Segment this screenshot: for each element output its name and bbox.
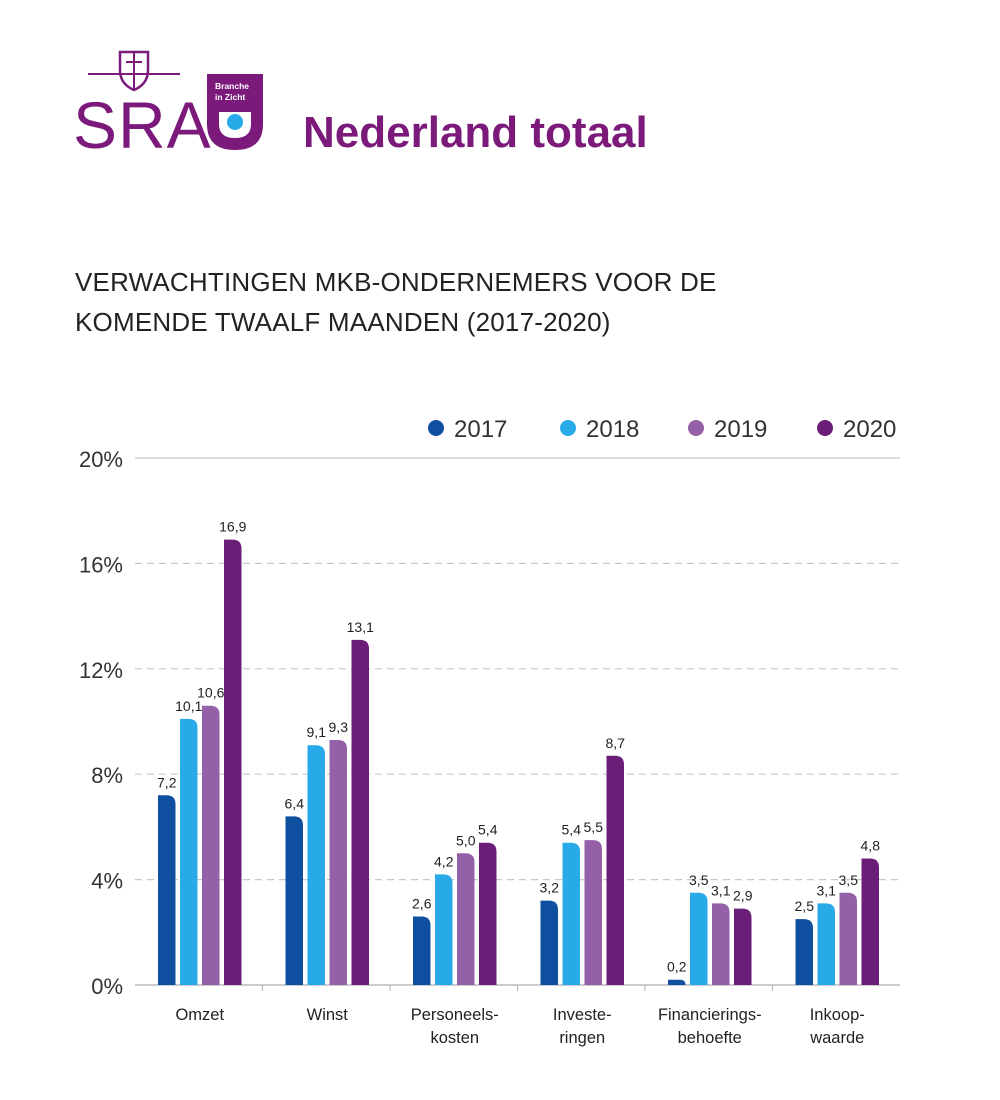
bar [285, 816, 303, 985]
data-label: 7,2 [157, 774, 177, 790]
header: SRA Branche in Zicht Nederland totaal [0, 0, 1000, 180]
sra-crest-icon [88, 50, 180, 92]
y-tick-label: 4% [91, 869, 123, 894]
chart-title-line-1: VERWACHTINGEN MKB-ONDERNEMERS VOOR DE [75, 267, 717, 297]
x-category-label: ringen [559, 1029, 605, 1047]
sra-logo-text: SRA [73, 88, 212, 162]
bar [839, 892, 857, 985]
bar [668, 979, 686, 985]
x-category-label: waarde [809, 1029, 864, 1047]
bar [817, 903, 835, 985]
bar [224, 539, 242, 985]
y-tick-label: 12% [79, 658, 123, 683]
legend-label: 2017 [454, 416, 507, 443]
data-label: 10,6 [197, 685, 224, 701]
y-tick-label: 8% [91, 763, 123, 788]
bar [307, 745, 325, 985]
x-category-label: Inkoop- [810, 1006, 865, 1024]
data-label: 2,6 [412, 895, 432, 911]
x-category-label: kosten [430, 1029, 479, 1047]
chart-title: VERWACHTINGEN MKB-ONDERNEMERS VOOR DE KO… [75, 262, 875, 342]
x-category-label: behoefte [678, 1029, 742, 1047]
data-label: 4,2 [434, 853, 454, 869]
data-label: 3,1 [817, 882, 837, 898]
bar [861, 858, 879, 985]
x-category-label: Financierings- [658, 1006, 762, 1024]
legend-marker [817, 420, 833, 436]
bar [413, 916, 431, 985]
legend-marker [560, 420, 576, 436]
bar [606, 755, 624, 985]
data-label: 6,4 [285, 795, 305, 811]
data-label: 3,2 [540, 880, 560, 896]
bar [690, 892, 708, 985]
y-tick-label: 0% [91, 974, 123, 999]
x-category-label: Omzet [175, 1006, 224, 1024]
data-label: 5,5 [584, 819, 604, 835]
chart-title-line-2: KOMENDE TWAALF MAANDEN (2017-2020) [75, 307, 611, 337]
bar [351, 639, 369, 985]
data-label: 13,1 [347, 619, 374, 635]
bar [734, 908, 752, 985]
bar [712, 903, 730, 985]
bar [562, 842, 580, 985]
bar [457, 853, 475, 985]
data-label: 5,4 [478, 822, 498, 838]
x-category-label: Winst [307, 1006, 349, 1024]
legend-label: 2018 [586, 416, 639, 443]
bar [180, 718, 198, 985]
legend-marker [428, 420, 444, 436]
bar [479, 842, 497, 985]
data-label: 0,2 [667, 959, 687, 975]
bar [540, 900, 558, 985]
legend-label: 2019 [714, 416, 767, 443]
data-label: 2,5 [795, 898, 815, 914]
y-tick-label: 20% [79, 447, 123, 472]
data-label: 5,0 [456, 832, 476, 848]
badge-line2: in Zicht [215, 92, 245, 102]
legend-label: 2020 [843, 416, 896, 443]
data-label: 8,7 [606, 735, 626, 751]
data-label: 9,1 [307, 724, 327, 740]
branche-in-zicht-badge-icon: Branche in Zicht [207, 74, 263, 150]
bar [202, 705, 220, 985]
data-label: 16,9 [219, 519, 246, 535]
x-category-label: Personeels- [411, 1006, 499, 1024]
data-label: 4,8 [861, 838, 881, 854]
data-label: 5,4 [562, 822, 582, 838]
data-label: 2,9 [733, 888, 753, 904]
bar [435, 874, 453, 985]
legend-marker [688, 420, 704, 436]
bar [584, 840, 602, 985]
data-label: 3,1 [711, 882, 731, 898]
bar [795, 919, 813, 985]
page-title: Nederland totaal [303, 108, 648, 157]
badge-line1: Branche [215, 81, 249, 91]
data-label: 3,5 [689, 872, 709, 888]
data-label: 3,5 [839, 872, 859, 888]
x-category-label: Investe- [553, 1006, 612, 1024]
y-tick-label: 16% [79, 552, 123, 577]
data-label: 9,3 [329, 719, 349, 735]
bar [329, 739, 347, 985]
data-label: 10,1 [175, 698, 202, 714]
bar [158, 795, 176, 985]
